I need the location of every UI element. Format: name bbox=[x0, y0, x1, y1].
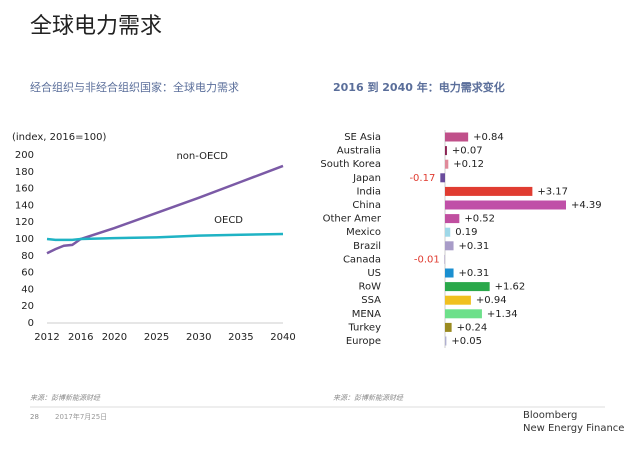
value-label: +0.84 bbox=[473, 132, 504, 143]
bar bbox=[445, 200, 566, 210]
category-label: South Korea bbox=[320, 159, 381, 170]
category-label: Mexico bbox=[346, 227, 381, 238]
y-tick-label: 100 bbox=[15, 234, 34, 245]
x-tick-label: 2016 bbox=[68, 332, 93, 343]
x-tick-label: 2020 bbox=[102, 332, 127, 343]
category-label: Other Amer bbox=[323, 214, 382, 225]
x-tick-label: 2040 bbox=[270, 332, 295, 343]
value-label: -0.01 bbox=[414, 254, 440, 265]
category-label: Brazil bbox=[353, 241, 381, 252]
bar bbox=[445, 132, 469, 142]
category-label: Europe bbox=[346, 336, 381, 347]
value-label: 0.19 bbox=[455, 227, 477, 238]
page-number: 28 bbox=[30, 413, 39, 421]
bar bbox=[445, 146, 447, 156]
y-tick-label: 80 bbox=[21, 251, 34, 262]
series-label: OECD bbox=[214, 215, 243, 226]
bar bbox=[445, 268, 454, 278]
brand-sub: New Energy Finance bbox=[523, 423, 624, 434]
value-label: -0.17 bbox=[409, 173, 435, 184]
category-label: RoW bbox=[358, 282, 381, 293]
y-tick-label: 120 bbox=[15, 217, 34, 228]
y-tick-label: 180 bbox=[15, 167, 34, 178]
line-chart-title: 经合组织与非经合组织国家：全球电力需求 bbox=[30, 80, 239, 94]
y-tick-label: 20 bbox=[21, 301, 34, 312]
bar bbox=[445, 186, 533, 196]
bar bbox=[445, 214, 460, 224]
category-label: Canada bbox=[343, 254, 381, 265]
source: 来源：彭博新能源财经 bbox=[333, 394, 404, 402]
x-tick-label: 2035 bbox=[228, 332, 253, 343]
date: 2017年7月25日 bbox=[55, 412, 107, 421]
category-label: MENA bbox=[352, 309, 381, 320]
y-tick-label: 140 bbox=[15, 200, 34, 211]
series-line bbox=[46, 232, 284, 242]
category-label: India bbox=[356, 186, 381, 197]
x-tick-label: 2025 bbox=[144, 332, 169, 343]
value-label: +3.17 bbox=[537, 186, 568, 197]
y-tick-label: 160 bbox=[15, 184, 34, 195]
category-label: SSA bbox=[361, 295, 381, 306]
bar bbox=[440, 173, 445, 183]
category-label: US bbox=[367, 268, 381, 279]
value-label: +0.31 bbox=[459, 268, 490, 279]
value-label: +0.24 bbox=[457, 322, 488, 333]
bar bbox=[445, 336, 447, 346]
value-label: +0.12 bbox=[453, 159, 484, 170]
brand: Bloomberg bbox=[523, 410, 577, 421]
category-label: SE Asia bbox=[344, 132, 381, 143]
bar-chart-title: 2016 到 2040 年：电力需求变化 bbox=[333, 80, 505, 94]
bar bbox=[445, 295, 471, 305]
value-label: +4.39 bbox=[571, 200, 602, 211]
value-label: +1.62 bbox=[495, 282, 526, 293]
bar bbox=[445, 322, 452, 332]
series-label: non-OECD bbox=[176, 151, 228, 162]
bar bbox=[445, 241, 454, 251]
y-tick-label: 200 bbox=[15, 150, 34, 161]
x-tick-label: 2012 bbox=[34, 332, 59, 343]
source: 来源：彭博新能源财经 bbox=[30, 394, 101, 402]
value-label: +0.31 bbox=[459, 241, 490, 252]
category-label: Australia bbox=[337, 146, 381, 157]
y-axis-label: (index, 2016=100) bbox=[12, 132, 107, 143]
bar bbox=[445, 282, 490, 292]
value-label: +0.94 bbox=[476, 295, 507, 306]
bar bbox=[445, 159, 449, 169]
category-label: Turkey bbox=[347, 322, 381, 333]
category-label: Japan bbox=[352, 173, 381, 184]
value-label: +0.05 bbox=[451, 336, 482, 347]
value-label: +0.52 bbox=[464, 214, 495, 225]
bar bbox=[445, 309, 482, 319]
value-label: +1.34 bbox=[487, 309, 518, 320]
y-tick-label: 60 bbox=[21, 268, 34, 279]
category-label: China bbox=[352, 200, 381, 211]
series-line bbox=[46, 164, 284, 255]
value-label: +0.07 bbox=[452, 146, 483, 157]
x-tick-label: 2030 bbox=[186, 332, 211, 343]
y-tick-label: 0 bbox=[28, 318, 34, 329]
bar bbox=[445, 227, 451, 237]
slide-title: 全球电力需求 bbox=[30, 14, 162, 39]
y-tick-label: 40 bbox=[21, 284, 34, 295]
